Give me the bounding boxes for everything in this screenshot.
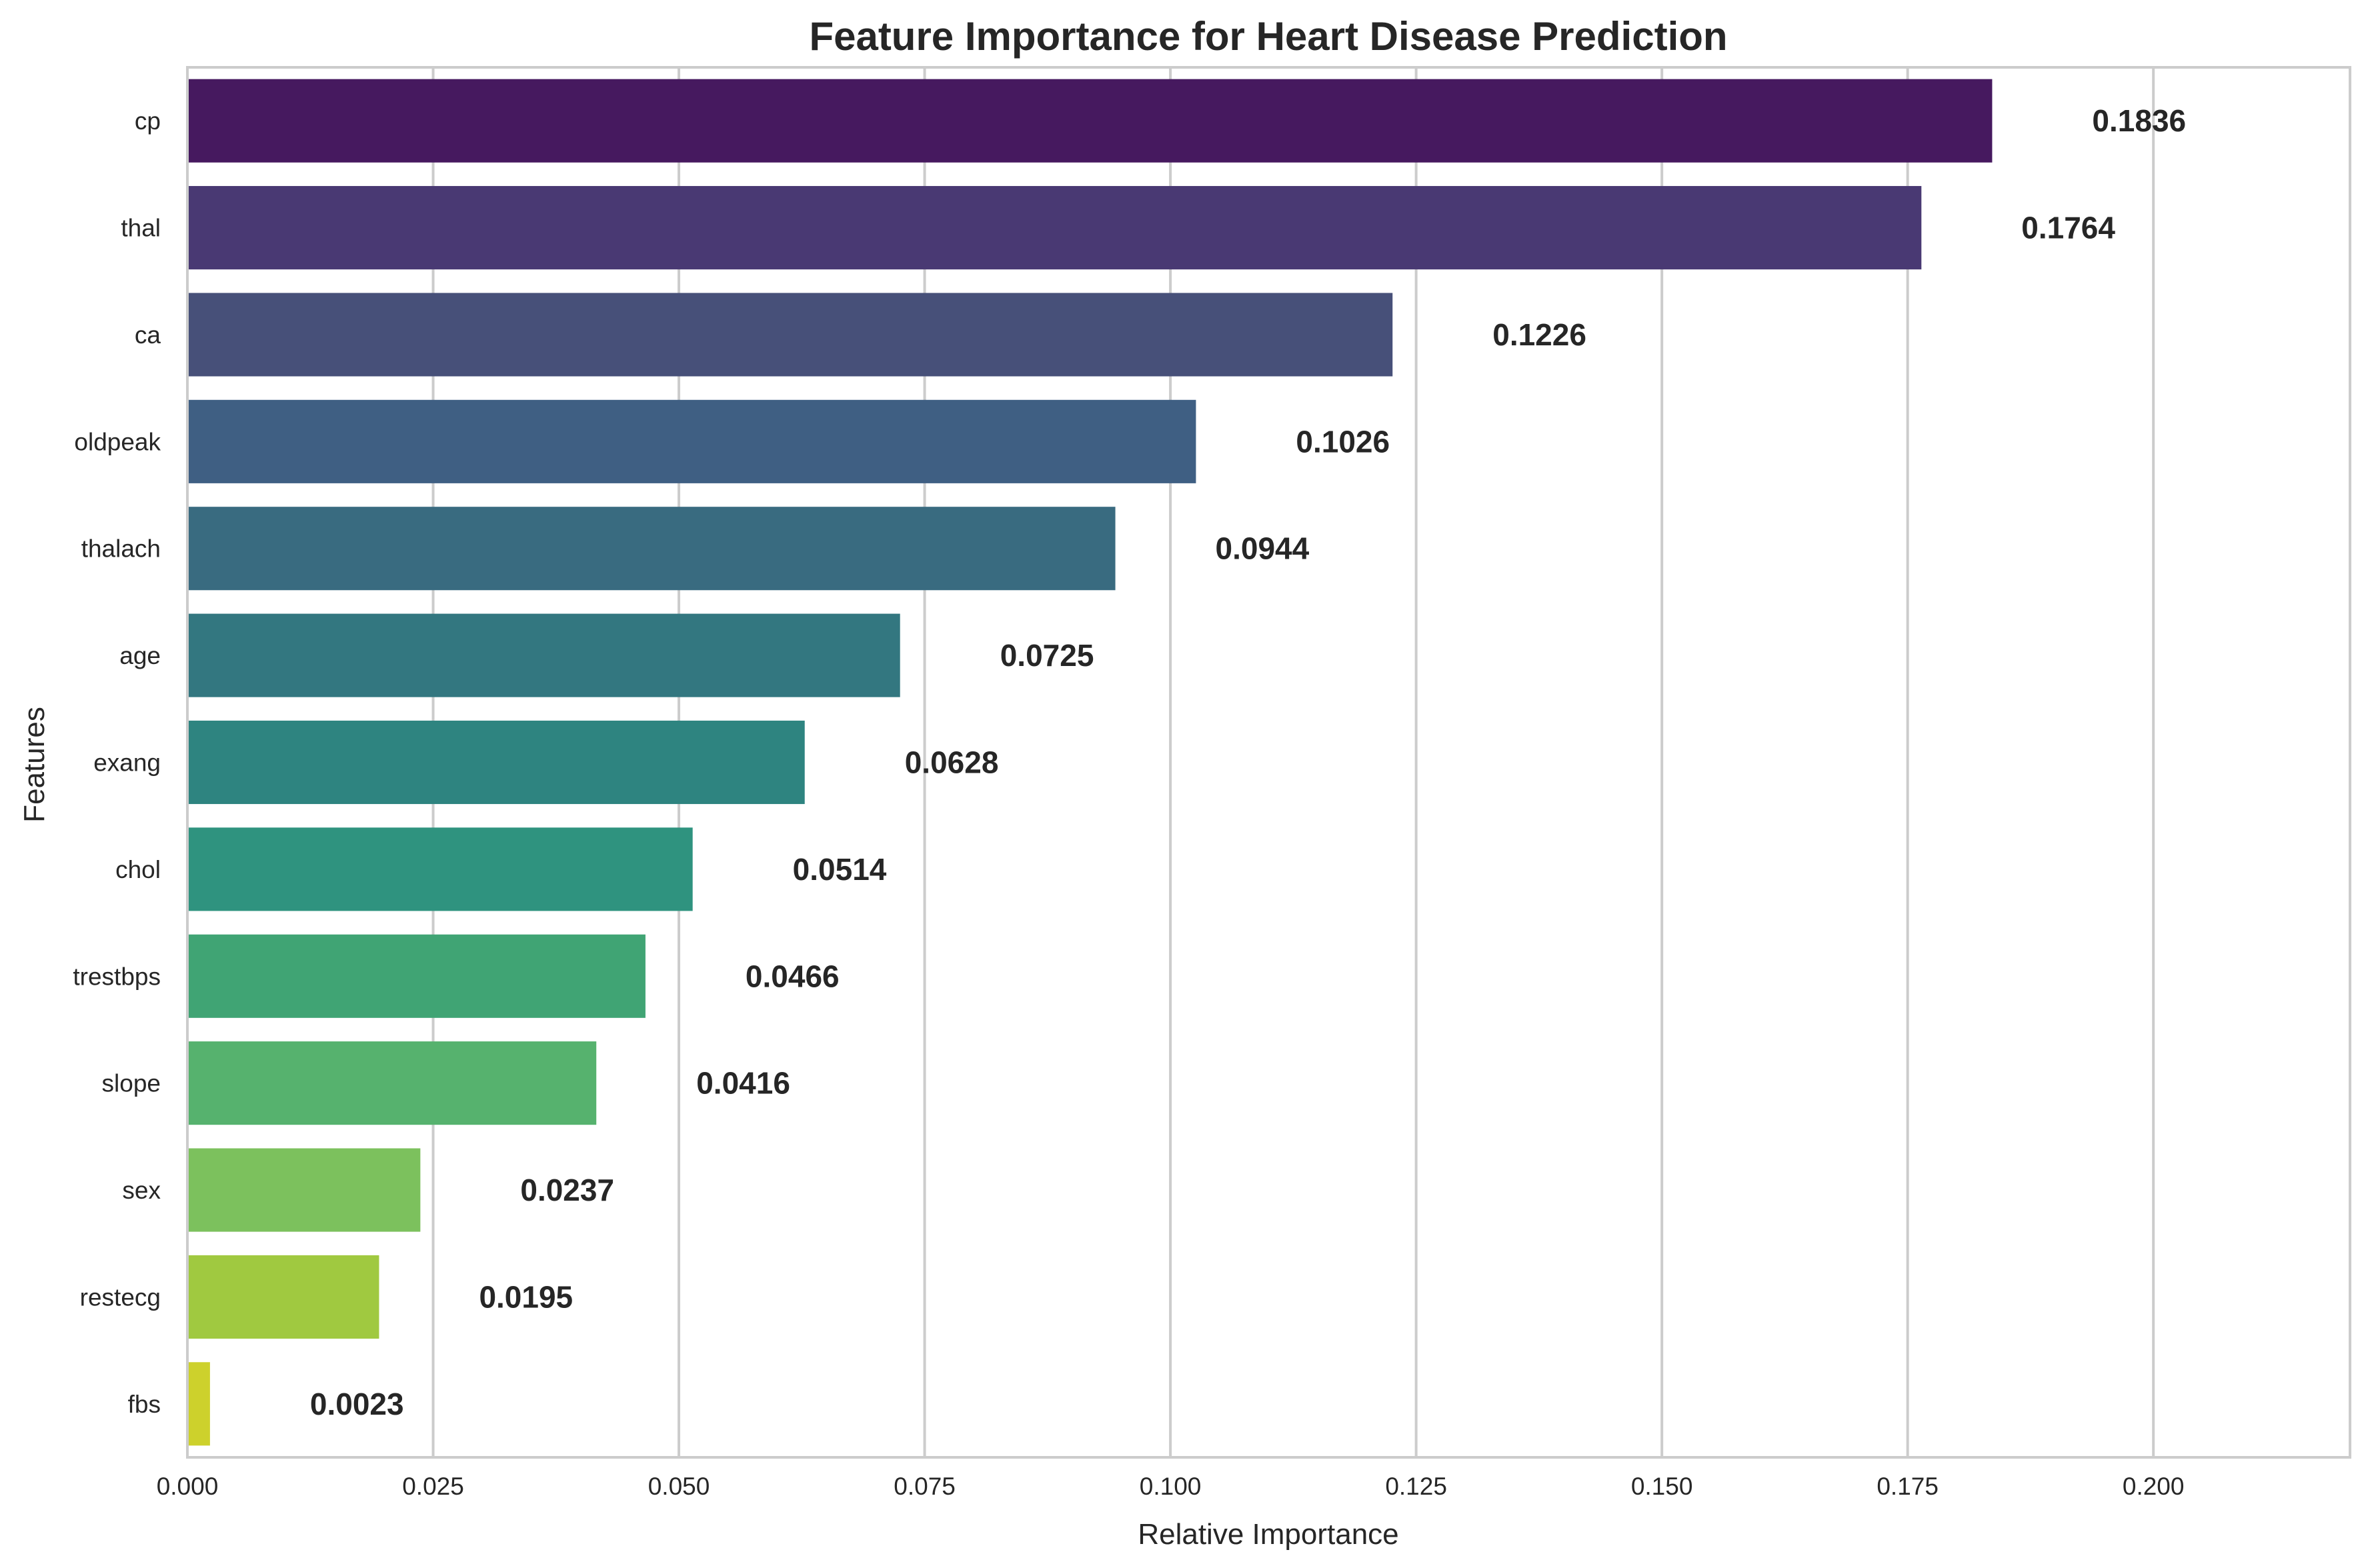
bar-fbs xyxy=(187,1362,210,1446)
bar-sex xyxy=(187,1148,421,1232)
data-label: 0.1226 xyxy=(1492,317,1586,352)
bar-thalach xyxy=(187,507,1116,591)
bar-oldpeak xyxy=(187,399,1196,483)
bar-chol xyxy=(187,827,693,911)
chart-title: Feature Importance for Heart Disease Pre… xyxy=(809,14,1727,59)
y-tick-label: sex xyxy=(122,1177,161,1204)
bars xyxy=(187,79,1993,1446)
data-label: 0.0944 xyxy=(1216,531,1310,566)
x-tick-label: 0.200 xyxy=(2123,1473,2185,1500)
data-label: 0.1836 xyxy=(2092,103,2186,138)
bar-restecg xyxy=(187,1255,379,1339)
y-tick-label: ca xyxy=(135,321,161,349)
x-tick-label: 0.175 xyxy=(1877,1473,1939,1500)
y-tick-label: slope xyxy=(102,1070,161,1097)
x-tick-label: 0.100 xyxy=(1140,1473,1202,1500)
y-tick-label: chol xyxy=(115,856,161,883)
data-label: 0.0023 xyxy=(310,1387,404,1421)
bar-ca xyxy=(187,293,1393,377)
data-label: 0.0195 xyxy=(479,1279,573,1314)
y-tick-label: age xyxy=(119,642,161,669)
x-tick-labels: 0.000 0.025 0.050 0.075 0.100 0.125 0.150 0.175… xyxy=(157,1473,2185,1500)
bar-thal xyxy=(187,186,1922,270)
data-label: 0.0514 xyxy=(793,852,887,887)
data-label: 0.0725 xyxy=(1000,638,1094,673)
x-axis-label: Relative Importance xyxy=(1138,1518,1398,1551)
x-tick-label: 0.000 xyxy=(157,1473,219,1500)
plot-frame xyxy=(186,66,2351,1459)
bar-exang xyxy=(187,720,805,805)
x-tick-label: 0.125 xyxy=(1385,1473,1447,1500)
y-tick-label: exang xyxy=(93,749,161,777)
bar-slope xyxy=(187,1041,597,1125)
bar-trestbps xyxy=(187,934,646,1018)
bar-age xyxy=(187,613,900,697)
y-tick-label: cp xyxy=(135,107,161,135)
data-label: 0.0237 xyxy=(520,1173,614,1207)
y-axis-label: Features xyxy=(18,707,51,823)
data-labels: 0.1836 0.1764 0.1226 0.1026 0.0944 0.0725 0.06… xyxy=(310,103,2186,1421)
y-tick-label: oldpeak xyxy=(74,428,161,455)
data-label: 0.1764 xyxy=(2021,211,2115,245)
bar-cp xyxy=(187,79,1993,163)
y-tick-label: trestbps xyxy=(73,963,161,990)
y-tick-label: fbs xyxy=(128,1391,161,1418)
x-tick-label: 0.075 xyxy=(894,1473,956,1500)
data-label: 0.0466 xyxy=(746,959,840,993)
y-tick-labels: cp thal ca oldpeak thalach age exang chol trestb… xyxy=(73,107,161,1418)
y-tick-label: thalach xyxy=(81,535,161,563)
x-tick-label: 0.150 xyxy=(1631,1473,1693,1500)
y-tick-label: thal xyxy=(121,215,161,242)
x-tick-label: 0.050 xyxy=(648,1473,710,1500)
x-tick-label: 0.025 xyxy=(402,1473,464,1500)
data-label: 0.0628 xyxy=(905,745,999,780)
y-tick-label: restecg xyxy=(80,1283,161,1311)
data-label: 0.1026 xyxy=(1296,424,1390,459)
data-label: 0.0416 xyxy=(696,1066,790,1101)
